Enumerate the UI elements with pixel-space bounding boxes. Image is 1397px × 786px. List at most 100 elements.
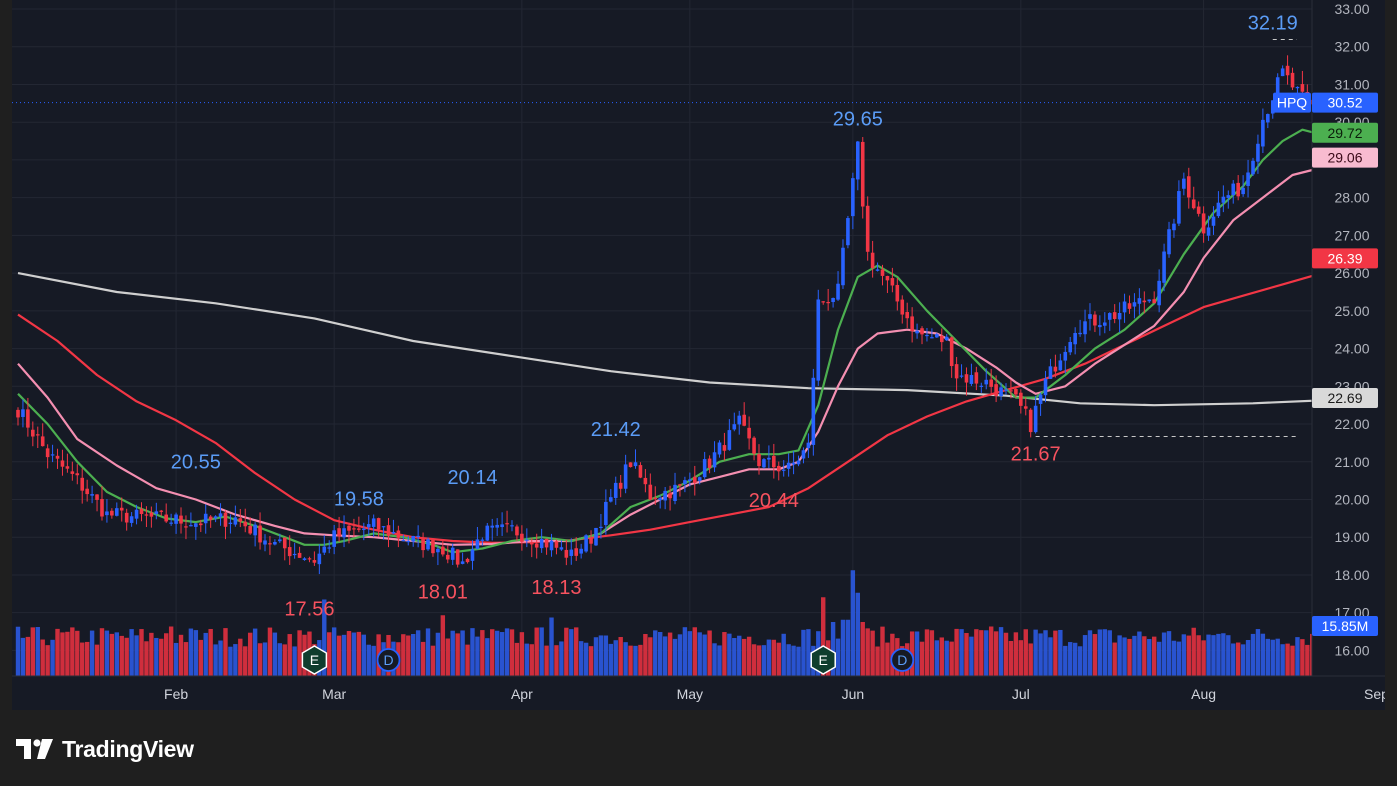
candle-body xyxy=(406,540,411,543)
volume-bar xyxy=(168,626,174,676)
candle-body xyxy=(198,523,203,526)
candle-body xyxy=(559,547,564,550)
volume-bar xyxy=(89,630,95,676)
candle-body xyxy=(1073,332,1077,345)
candle-body xyxy=(1127,303,1132,309)
annotation-high: 20.55 xyxy=(171,452,221,474)
volume-bar xyxy=(75,630,80,676)
candle-body xyxy=(110,510,114,516)
volume-bar xyxy=(40,639,45,676)
candle-body xyxy=(1033,405,1038,433)
candle-body xyxy=(50,454,55,456)
price-tag-ma100 xyxy=(1312,248,1378,269)
candle-body xyxy=(1300,84,1305,92)
candle-body xyxy=(362,528,366,530)
volume-bar xyxy=(682,627,688,676)
annotation-low: 20.44 xyxy=(749,490,799,512)
dividend-badge-icon xyxy=(376,648,401,672)
volume-bar xyxy=(257,643,263,676)
candle-body xyxy=(841,247,845,286)
candle-body xyxy=(485,525,490,541)
ma20-line xyxy=(17,128,1373,554)
candle-body xyxy=(1201,213,1206,234)
chart-panel[interactable]: 20.55 17.56 19.58 18.01 20.14 18.13 21.42 20.44… xyxy=(12,0,1385,710)
candle-body xyxy=(628,462,633,468)
volume-bar xyxy=(539,627,544,676)
price-chart[interactable]: 20.55 17.56 19.58 18.01 20.14 18.13 21.42 20.44… xyxy=(12,0,1385,710)
candle-body xyxy=(949,337,954,367)
candle-body xyxy=(421,538,425,551)
candle-body xyxy=(1236,182,1240,197)
candle-body xyxy=(772,455,776,468)
candle-body xyxy=(371,518,376,527)
candle-body xyxy=(776,465,781,472)
price-tick-label: 18.00 xyxy=(1334,567,1369,583)
volume-bar xyxy=(519,632,525,676)
candle-body xyxy=(1231,183,1236,196)
candle-body xyxy=(105,511,109,516)
volume-bar xyxy=(1250,633,1256,676)
volume-bar xyxy=(440,615,446,676)
volume-bar xyxy=(104,630,110,676)
candle-body xyxy=(426,539,430,550)
volume-bar xyxy=(183,642,189,676)
candle-body xyxy=(416,535,420,538)
tradingview-logo[interactable]: TradingView xyxy=(16,734,194,764)
volume-bar xyxy=(727,633,732,676)
candle-body xyxy=(1093,314,1097,326)
candle-body xyxy=(312,560,317,563)
candle-body xyxy=(707,458,712,469)
candle-body xyxy=(238,518,243,522)
volume-bar xyxy=(1058,629,1063,676)
volume-bar xyxy=(1122,637,1127,676)
volume-bar xyxy=(1290,645,1295,676)
candle-body xyxy=(1211,216,1216,226)
candle-body xyxy=(638,465,643,478)
annotation-high: 29.65 xyxy=(833,108,883,130)
price-tick-label: 16.00 xyxy=(1334,642,1369,658)
volume-bar xyxy=(490,629,495,676)
volume-bar xyxy=(198,639,203,676)
candle-body xyxy=(189,525,193,527)
volume-bar xyxy=(1082,635,1088,676)
candle-body xyxy=(618,482,623,489)
volume-bar xyxy=(732,638,737,676)
volume-bar xyxy=(406,635,411,676)
volume-bar xyxy=(702,634,707,676)
candle-body xyxy=(282,537,287,549)
candle-body xyxy=(278,539,282,542)
candle-body xyxy=(732,424,737,430)
candle-body xyxy=(525,539,529,541)
candle-body xyxy=(1186,176,1191,198)
candle-body xyxy=(1206,227,1211,236)
volume-bar xyxy=(1206,634,1211,676)
candle-body xyxy=(1152,299,1156,304)
candle-body xyxy=(164,514,168,522)
event-label: D xyxy=(897,652,907,668)
volume-bar xyxy=(687,631,693,676)
candle-body xyxy=(1098,325,1102,328)
candle-body xyxy=(208,516,213,520)
candle-body xyxy=(1290,72,1295,88)
price-tag-text: 30.52 xyxy=(1327,95,1362,111)
earnings-badge-icon xyxy=(810,645,836,675)
candle-body xyxy=(796,460,801,465)
volume-bar xyxy=(1285,643,1290,676)
candle-body xyxy=(396,530,401,538)
candle-body xyxy=(159,510,164,512)
volume-bar xyxy=(154,637,159,676)
candle-body xyxy=(134,509,139,519)
price-tag-text: 22.69 xyxy=(1327,390,1362,406)
volume-bar xyxy=(341,634,347,676)
candle-body xyxy=(347,525,351,531)
volume-bar xyxy=(287,634,292,676)
candle-body xyxy=(85,488,89,495)
candle-body xyxy=(381,526,386,528)
volume-bar xyxy=(480,630,485,676)
volume-bar xyxy=(193,630,199,676)
candle-body xyxy=(999,387,1003,397)
volume-bar xyxy=(1038,633,1043,676)
volume-bar xyxy=(514,642,520,676)
volume-bar xyxy=(944,640,949,676)
candle-body xyxy=(194,523,198,527)
